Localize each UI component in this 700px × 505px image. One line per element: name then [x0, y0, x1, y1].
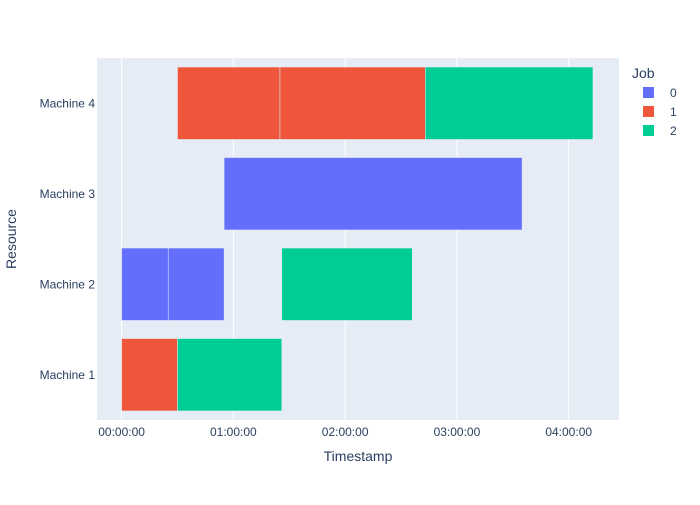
x-tick-label: 04:00:00: [545, 425, 592, 439]
x-tick-label: 02:00:00: [322, 425, 369, 439]
y-tick-label: Machine 1: [40, 368, 96, 382]
y-tick-label: Machine 4: [40, 96, 96, 110]
legend-label: 0: [670, 86, 677, 100]
task-bars: [121, 66, 594, 412]
x-axis-title: Timestamp: [324, 448, 393, 464]
task-bar[interactable]: [279, 66, 426, 140]
legend-label: 1: [670, 105, 677, 119]
legend[interactable]: 0 1 2: [643, 86, 677, 138]
legend-item[interactable]: 1: [643, 105, 677, 119]
y-tick-label: Machine 2: [40, 277, 96, 291]
task-bar[interactable]: [167, 247, 225, 321]
task-bar[interactable]: [223, 157, 523, 231]
legend-swatch: [643, 106, 654, 117]
x-tick-label: 00:00:00: [98, 425, 145, 439]
legend-swatch: [643, 87, 654, 98]
y-tick-label: Machine 3: [40, 187, 96, 201]
x-tick-label: 03:00:00: [434, 425, 481, 439]
legend-item[interactable]: 0: [643, 86, 677, 100]
task-bar[interactable]: [425, 66, 594, 140]
task-bar[interactable]: [177, 338, 283, 412]
task-bar[interactable]: [281, 247, 413, 321]
task-bar[interactable]: [177, 66, 281, 140]
y-axis-title: Resource: [3, 209, 19, 269]
y-axis-ticks: Machine 1 Machine 2 Machine 3 Machine 4: [40, 96, 96, 382]
x-tick-label: 01:00:00: [210, 425, 257, 439]
x-axis-ticks: 00:00:00 01:00:00 02:00:00 03:00:00 04:00:00: [98, 425, 592, 439]
task-bar[interactable]: [121, 338, 178, 412]
task-bar[interactable]: [121, 247, 169, 321]
legend-swatch: [643, 125, 654, 136]
legend-label: 2: [670, 124, 677, 138]
legend-title: Job: [632, 65, 655, 81]
legend-item[interactable]: 2: [643, 124, 677, 138]
